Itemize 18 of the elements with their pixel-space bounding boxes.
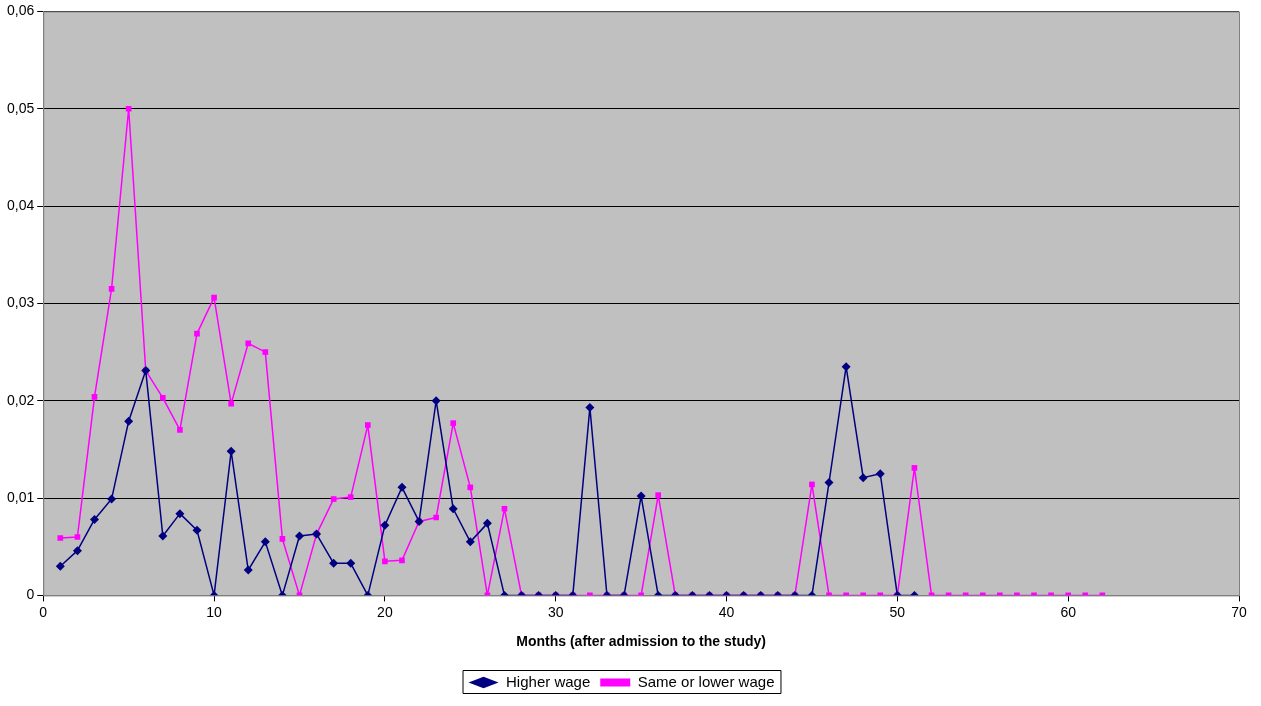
x-tick-label: 10 [206,603,223,620]
y-tick-label: 0,05 [7,99,35,116]
y-tick-label: 0,04 [7,196,35,213]
y-tick-label: 0,02 [7,391,35,408]
x-tick-label: 70 [1231,603,1247,620]
x-tick-label: 0 [39,603,48,620]
y-tick-label: 0,06 [7,2,35,19]
x-tick-label: 60 [1060,603,1077,620]
legend-label: Higher wage [506,672,591,690]
y-tick-label: 0,01 [7,488,35,505]
x-tick-label: 20 [377,603,393,620]
y-tick-label: 0,03 [7,294,35,311]
x-tick-label: 40 [718,603,735,620]
x-tick-label: 30 [547,603,564,620]
x-tick-label: 50 [889,603,906,620]
legend-label: Same or lower wage [637,672,775,690]
x-axis-title: Months (after admission to the study) [516,633,766,650]
y-tick-label: 0 [26,586,35,603]
